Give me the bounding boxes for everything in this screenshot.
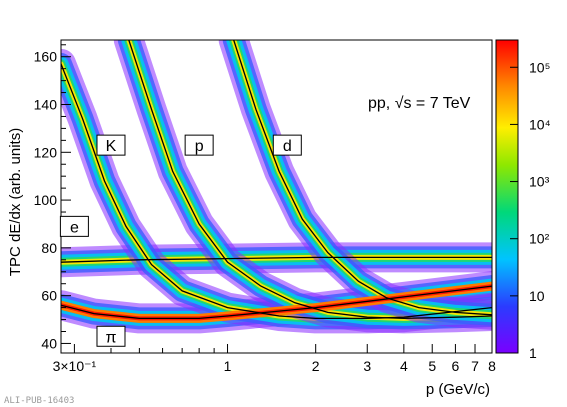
- label-box-0: [59, 215, 89, 237]
- colorbar-tick-label: 10: [529, 288, 545, 304]
- y-tick-label: 120: [34, 144, 58, 160]
- y-tick-label: 140: [34, 97, 58, 113]
- label-box-2: [96, 134, 126, 156]
- curve-d: [233, 40, 492, 316]
- y-tick-label: 160: [34, 49, 58, 65]
- annotation-text: pp, √s = 7 TeV: [368, 95, 471, 112]
- expected-curves: [61, 40, 492, 320]
- y-axis-title: TPC dE/dx (arb. units): [7, 128, 24, 276]
- colorbar-tick-label: 10⁴: [529, 116, 551, 132]
- y-tick-label: 100: [34, 192, 58, 208]
- x-tick-label: 3: [363, 358, 371, 374]
- x-tick-label: 8: [488, 358, 496, 374]
- species-label: K: [106, 138, 117, 155]
- curve-p: [128, 40, 492, 320]
- x-tick-label: 2: [312, 358, 320, 374]
- y-tick-label: 40: [41, 335, 57, 351]
- curve-e: [61, 256, 492, 263]
- x-tick-label: 7: [471, 358, 479, 374]
- band-labels: e π K p d: [59, 134, 302, 347]
- curve-K: [61, 63, 492, 320]
- x-axis-title: p (GeV/c): [426, 381, 490, 398]
- label-box-3: [184, 134, 214, 156]
- species-label: π: [105, 329, 116, 346]
- x-tick-label: 4: [400, 358, 408, 374]
- colorbar-tick-label: 1: [529, 345, 537, 361]
- label-box-4: [272, 134, 302, 156]
- colorbar-axis: 1 10 10² 10³ 10⁴ 10⁵: [510, 59, 551, 361]
- colorbar-tick-label: 10⁵: [529, 59, 550, 75]
- species-label: e: [70, 219, 79, 236]
- colorbar: [495, 39, 519, 354]
- y-tick-label: 80: [41, 240, 57, 256]
- x-tick-label: 6: [452, 358, 460, 374]
- label-box-1: [96, 325, 126, 347]
- plot-frame: [60, 39, 493, 354]
- species-label: d: [283, 138, 292, 155]
- species-label: p: [195, 138, 204, 155]
- x-tick-label: 3×10⁻¹: [53, 358, 97, 374]
- footer-label: ALI-PUB-16403: [4, 396, 74, 406]
- x-axis: 3×10⁻¹ 1 2 3 4 5 6 7 8: [53, 344, 496, 374]
- x-tick-label: 5: [428, 358, 436, 374]
- y-axis: 40 60 80 100 120 140 160: [34, 44, 71, 351]
- colorbar-tick-label: 10³: [529, 174, 550, 190]
- colorbar-tick-label: 10²: [529, 231, 550, 247]
- y-tick-label: 60: [41, 288, 57, 304]
- x-tick-label: 1: [224, 358, 232, 374]
